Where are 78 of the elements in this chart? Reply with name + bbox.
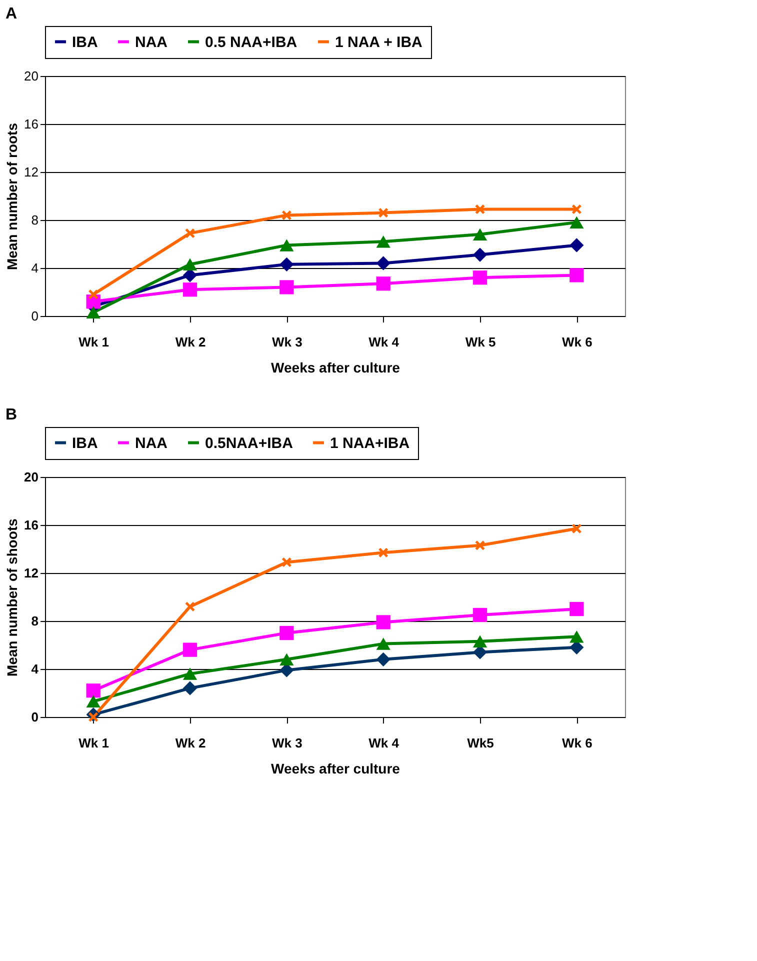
x-tick-label: Wk 4: [368, 334, 400, 350]
x-tick-label: Wk 6: [562, 334, 592, 350]
y-tick-label: 4: [31, 260, 38, 276]
point: [378, 208, 388, 218]
point: [280, 280, 294, 294]
point: [280, 239, 294, 252]
y-tick-label: 8: [31, 212, 38, 228]
y-tick-label: 20: [24, 470, 38, 484]
x-tick-label: Wk 4: [368, 736, 400, 750]
point: [376, 615, 390, 630]
x-tick-label: Wk 3: [272, 736, 302, 750]
y-axis-title: Mean number of shoots: [4, 518, 20, 676]
point: [570, 268, 584, 282]
point: [376, 256, 390, 270]
point: [86, 306, 100, 319]
point: [378, 547, 388, 558]
y-tick-label: 20: [24, 68, 38, 84]
x-tick-label: Wk 1: [78, 334, 110, 350]
x-axis-title: Weeks after culture: [271, 360, 400, 376]
point: [572, 523, 582, 534]
y-tick-label: 12: [24, 566, 38, 580]
y-tick-label: 12: [24, 164, 38, 180]
legend-label: IBA: [72, 34, 98, 51]
chart-title: A: [6, 6, 18, 22]
point: [472, 608, 488, 622]
x-tick-label: Wk 6: [562, 736, 592, 750]
point: [282, 557, 292, 568]
chart-title: B: [6, 406, 18, 424]
legend-label: 1 NAA+IBA: [330, 434, 410, 452]
y-tick-label: 4: [31, 662, 40, 676]
point: [86, 684, 100, 698]
point: [86, 695, 100, 708]
x-tick-label: Wk 5: [465, 334, 496, 350]
point: [182, 681, 198, 696]
x-tick-label: Wk 2: [175, 334, 206, 350]
y-axis-title: Mean number of roots: [4, 122, 20, 270]
point: [472, 635, 488, 648]
point: [376, 652, 390, 666]
point: [182, 258, 198, 271]
point: [280, 653, 294, 666]
y-tick-label: 16: [24, 116, 38, 132]
point: [570, 216, 584, 229]
point: [570, 630, 584, 643]
point: [474, 204, 486, 214]
x-tick-label: Wk 3: [272, 334, 302, 350]
y-tick-label: 0: [31, 308, 38, 324]
point: [88, 289, 98, 300]
point: [570, 602, 584, 616]
point: [474, 540, 486, 551]
point: [472, 270, 488, 285]
x-tick-label: Wk 1: [78, 736, 110, 750]
point: [376, 638, 390, 650]
point: [182, 668, 198, 680]
x-tick-label: Wk5: [467, 736, 494, 750]
legend-label: 0.5 NAA+IBA: [205, 34, 298, 51]
point: [280, 257, 294, 272]
point: [572, 204, 582, 214]
y-tick-label: 16: [24, 518, 38, 532]
legend-label: 1 NAA + IBA: [335, 34, 423, 51]
legend-label: 0.5NAA+IBA: [205, 434, 294, 452]
y-tick-label: 8: [31, 614, 38, 628]
point: [184, 228, 196, 238]
point: [282, 210, 292, 220]
point: [376, 235, 390, 248]
x-axis-title: Weeks after culture: [271, 760, 400, 776]
y-tick-label: 0: [31, 710, 38, 724]
legend-label: NAA: [135, 434, 168, 452]
x-tick-label: Wk 2: [175, 736, 206, 750]
point: [570, 238, 584, 252]
legend-label: IBA: [72, 434, 98, 452]
point: [184, 601, 196, 612]
point: [182, 642, 198, 657]
legend-label: NAA: [135, 34, 168, 51]
point: [376, 276, 390, 291]
point: [280, 626, 294, 640]
point: [472, 228, 488, 241]
point: [472, 248, 488, 262]
point: [182, 282, 198, 297]
